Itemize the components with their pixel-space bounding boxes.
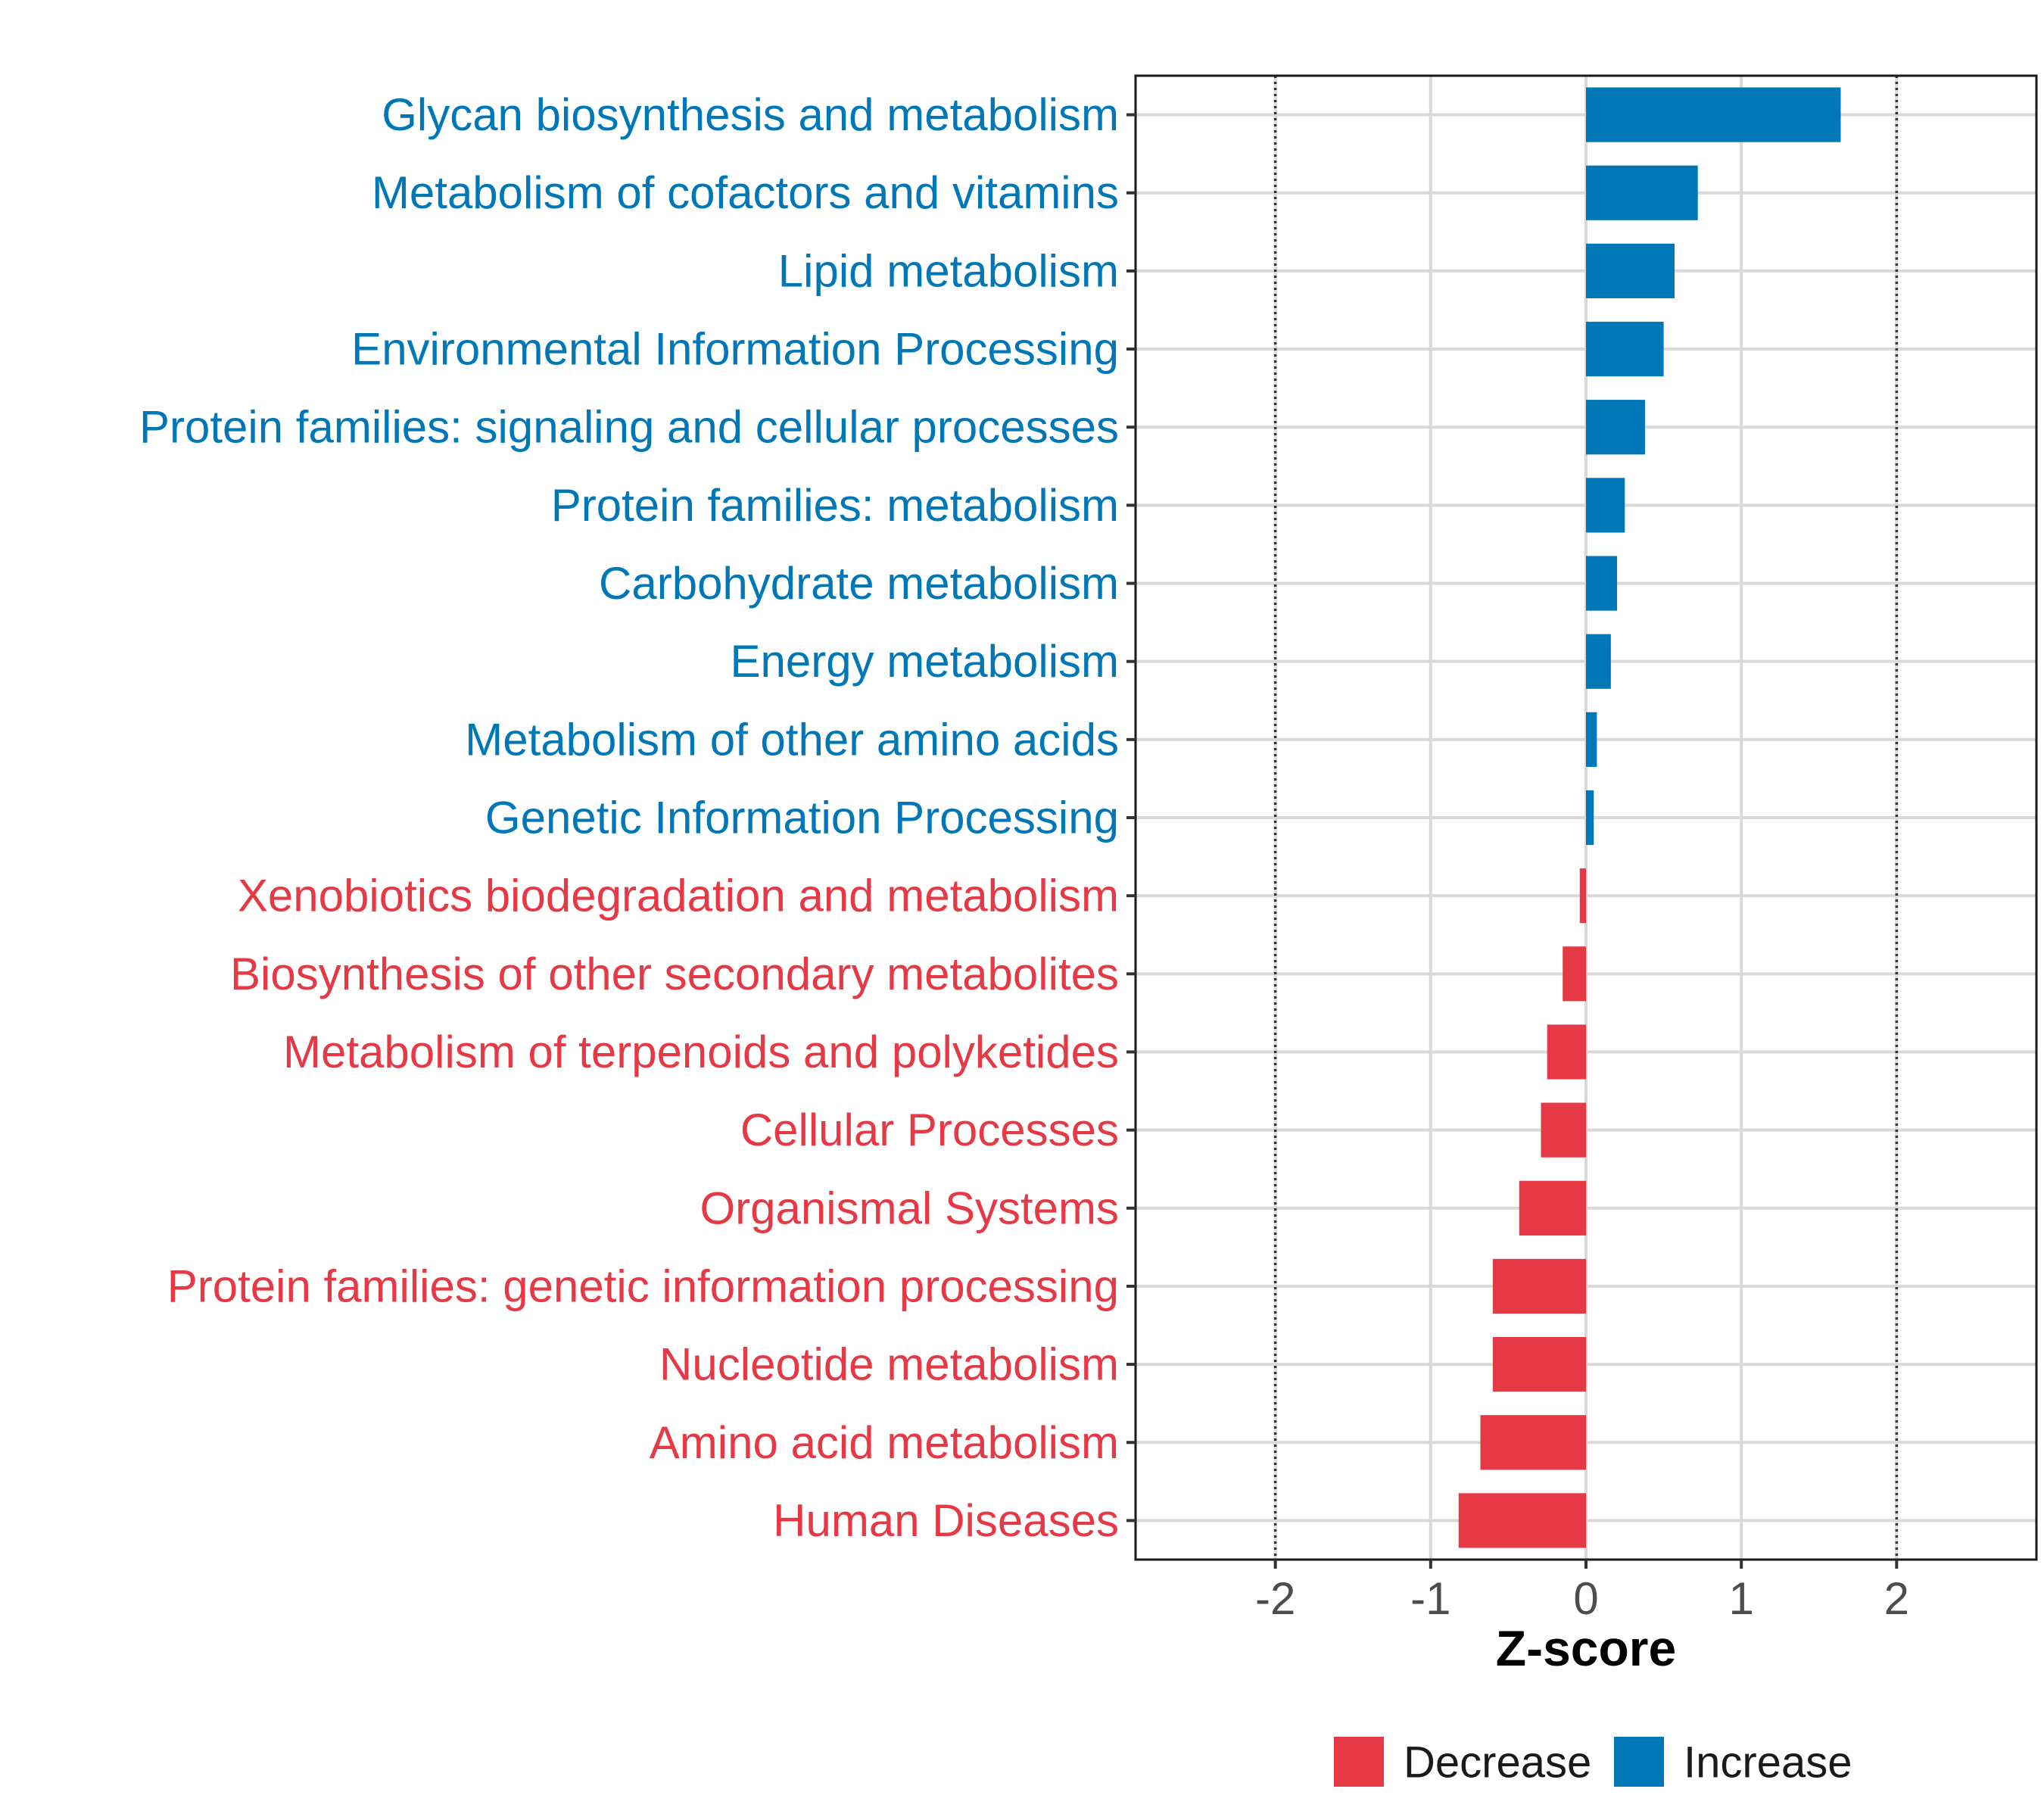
bar	[1480, 1415, 1586, 1470]
category-label: Metabolism of terpenoids and polyketides	[283, 1027, 1119, 1077]
category-label: Metabolism of other amino acids	[465, 714, 1119, 765]
category-label: Carbohydrate metabolism	[599, 558, 1119, 609]
x-axis-ticks: -2 -1 0 1 2	[1255, 1560, 1909, 1624]
legend-label: Increase	[1684, 1738, 1852, 1787]
category-label: Organismal Systems	[700, 1183, 1119, 1233]
bar	[1458, 1493, 1586, 1548]
y-axis-ticks: Glycan biosynthesis and metabolism Metabo…	[139, 89, 1136, 1546]
category-label: Amino acid metabolism	[650, 1417, 1119, 1468]
bar	[1586, 400, 1645, 455]
category-label: Cellular Processes	[740, 1105, 1119, 1155]
bar	[1586, 634, 1611, 689]
legend-swatch	[1334, 1737, 1384, 1787]
bar	[1492, 1337, 1586, 1392]
bar	[1586, 165, 1698, 220]
bar	[1519, 1180, 1586, 1236]
category-label: Glycan biosynthesis and metabolism	[382, 89, 1119, 140]
bar	[1586, 556, 1618, 611]
bar	[1541, 1102, 1586, 1158]
bar	[1563, 946, 1586, 1002]
x-tick-label: -1	[1410, 1573, 1450, 1624]
category-label: Protein families: signaling and cellular…	[139, 402, 1119, 453]
category-label: Lipid metabolism	[778, 245, 1119, 296]
category-label: Environmental Information Processing	[351, 324, 1119, 375]
category-label: Protein families: metabolism	[551, 480, 1119, 531]
bar	[1586, 478, 1625, 533]
category-label: Genetic Information Processing	[485, 793, 1119, 843]
bar	[1579, 868, 1586, 924]
bar	[1586, 243, 1675, 298]
x-tick-label: 0	[1573, 1573, 1598, 1624]
bar	[1586, 87, 1841, 142]
x-tick-label: 2	[1884, 1573, 1909, 1624]
category-label: Energy metabolism	[730, 636, 1119, 687]
x-tick-label: 1	[1728, 1573, 1753, 1624]
category-label: Human Diseases	[773, 1495, 1119, 1546]
category-label: Protein families: genetic information pr…	[167, 1261, 1119, 1311]
bar-layer	[1458, 87, 1841, 1548]
bar	[1586, 321, 1664, 377]
bar	[1586, 712, 1597, 767]
legend-swatch	[1614, 1737, 1664, 1787]
bar	[1586, 790, 1594, 846]
legend-label: Decrease	[1404, 1738, 1591, 1787]
category-label: Metabolism of cofactors and vitamins	[372, 167, 1119, 218]
category-label: Biosynthesis of other secondary metaboli…	[230, 949, 1119, 999]
category-label: Nucleotide metabolism	[659, 1339, 1119, 1390]
x-axis-title: Z-score	[1496, 1620, 1676, 1676]
bar	[1547, 1024, 1586, 1080]
legend: Decrease Increase	[1334, 1737, 1852, 1787]
category-label: Xenobiotics biodegradation and metabolis…	[238, 871, 1119, 921]
x-tick-label: -2	[1255, 1573, 1295, 1624]
bar	[1492, 1258, 1586, 1314]
